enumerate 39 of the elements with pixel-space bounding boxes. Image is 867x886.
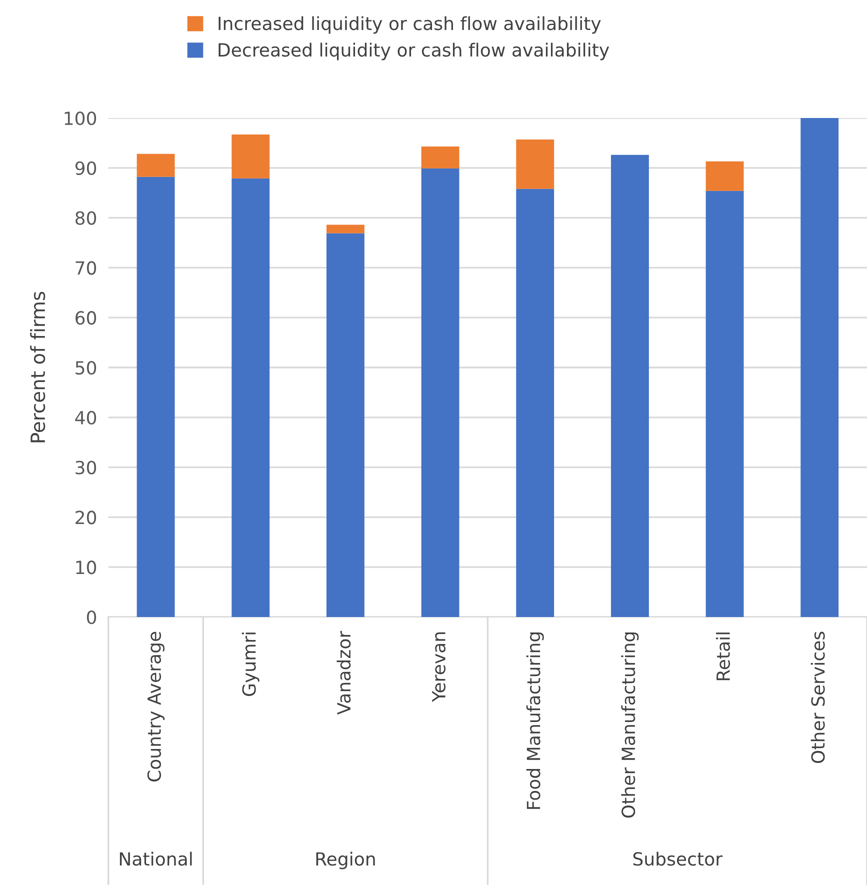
x-tick-label: Vanadzor <box>336 630 351 715</box>
y-tick-label: 50 <box>76 360 96 375</box>
legend-label: Increased liquidity or cash flow availability <box>218 16 601 34</box>
text: Subsector <box>633 852 723 866</box>
y-tick-label: 60 <box>76 311 96 325</box>
bar <box>136 176 175 617</box>
text: Region <box>316 852 375 870</box>
bar <box>706 161 744 191</box>
bar <box>232 134 270 178</box>
x-tick-label: Gyumri <box>242 632 260 696</box>
y-tick-label: 0 <box>86 610 96 624</box>
x-tick-label: Other Manufacturing <box>621 632 639 818</box>
y-tick-label: 90 <box>75 161 96 176</box>
text: National <box>120 852 192 866</box>
y-tick-label: 70 <box>76 261 96 275</box>
y-tick-label: 80 <box>76 211 96 225</box>
bar <box>610 154 649 617</box>
y-tick-label: 40 <box>75 410 96 425</box>
bar <box>421 146 460 168</box>
bar <box>800 118 839 617</box>
bar <box>516 188 554 617</box>
bar <box>326 224 364 234</box>
bar <box>421 168 460 617</box>
y-axis-title: Percent of firms <box>30 292 46 442</box>
bar <box>232 178 270 617</box>
y-tick-label: 20 <box>76 510 96 524</box>
y-tick-label: 100 <box>64 111 96 126</box>
x-tick-label: Country Average <box>147 632 165 782</box>
bar <box>326 233 364 617</box>
x-tick-label: Retail <box>716 632 730 680</box>
legend-label: Decreased liquidity or cash flow availability <box>218 42 610 60</box>
y-tick-label: 30 <box>76 460 96 474</box>
y-tick-label: 10 <box>76 560 96 574</box>
bar <box>516 139 554 189</box>
bar <box>706 190 744 617</box>
x-tick-label: Food Manufacturing <box>526 632 544 809</box>
x-tick-label: Yerevan <box>432 632 446 702</box>
bar <box>136 154 175 177</box>
x-tick-label: Other Services <box>810 632 825 764</box>
